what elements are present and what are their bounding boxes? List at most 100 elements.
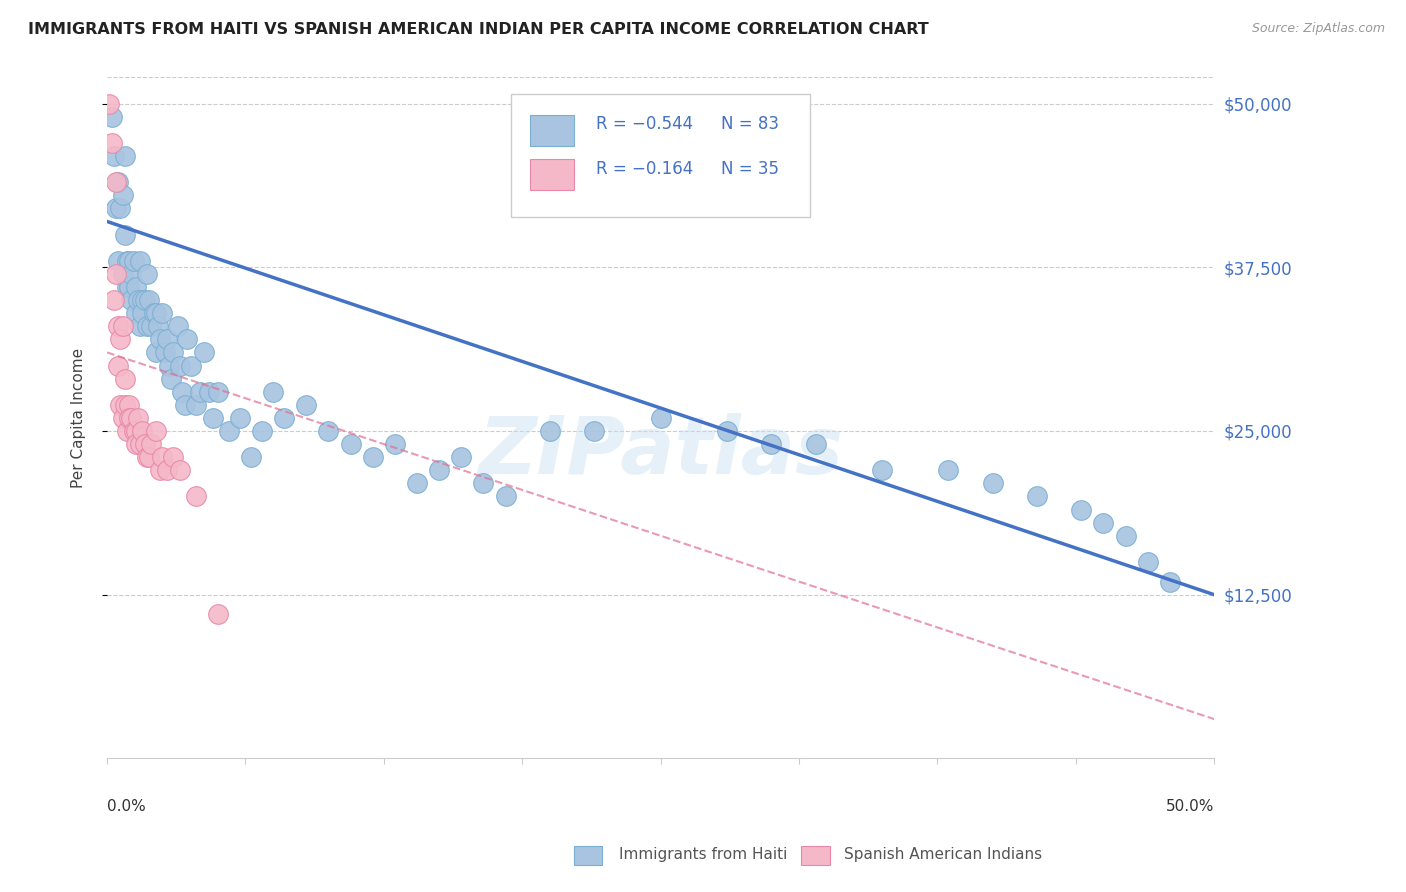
Point <box>127 410 149 425</box>
Point <box>188 384 211 399</box>
Point <box>167 319 190 334</box>
Point <box>157 359 180 373</box>
Point <box>273 410 295 425</box>
Text: R = −0.164: R = −0.164 <box>596 161 693 178</box>
Point <box>131 424 153 438</box>
Point <box>761 437 783 451</box>
Point <box>160 371 183 385</box>
Text: N = 83: N = 83 <box>721 115 779 133</box>
Bar <box>801 846 830 865</box>
Point <box>125 437 148 451</box>
Point <box>716 424 738 438</box>
Point <box>120 293 142 307</box>
Point <box>1115 529 1137 543</box>
Point <box>107 319 129 334</box>
Point <box>156 332 179 346</box>
Point <box>115 424 138 438</box>
Point <box>153 345 176 359</box>
Point <box>938 463 960 477</box>
Point <box>115 253 138 268</box>
Point <box>111 410 134 425</box>
Point <box>122 253 145 268</box>
Point <box>427 463 450 477</box>
Point <box>198 384 221 399</box>
Point <box>125 280 148 294</box>
Point <box>250 424 273 438</box>
Point <box>107 359 129 373</box>
Point <box>100 136 122 150</box>
Point <box>110 202 132 216</box>
Point <box>184 490 207 504</box>
Point <box>1159 574 1181 589</box>
Point <box>120 267 142 281</box>
Point <box>103 149 125 163</box>
Point <box>472 476 495 491</box>
Text: Spanish American Indians: Spanish American Indians <box>844 847 1042 862</box>
Point <box>100 110 122 124</box>
Point <box>1136 555 1159 569</box>
Point <box>129 253 152 268</box>
Text: 50.0%: 50.0% <box>1166 799 1215 814</box>
Point <box>107 253 129 268</box>
Point <box>145 424 167 438</box>
Point <box>110 398 132 412</box>
Point <box>162 345 184 359</box>
Point <box>111 319 134 334</box>
Point <box>131 293 153 307</box>
Point <box>295 398 318 412</box>
Point <box>152 450 174 465</box>
Point <box>152 306 174 320</box>
Point <box>111 188 134 202</box>
Point <box>114 149 136 163</box>
Point <box>104 267 127 281</box>
Point <box>169 463 191 477</box>
Point <box>169 359 191 373</box>
Text: R = −0.544: R = −0.544 <box>596 115 693 133</box>
Point <box>122 424 145 438</box>
Point <box>118 253 141 268</box>
Point <box>1092 516 1115 530</box>
Point <box>114 398 136 412</box>
Point <box>149 463 172 477</box>
Point <box>318 424 340 438</box>
Bar <box>530 115 574 145</box>
Point <box>134 293 156 307</box>
Text: Source: ZipAtlas.com: Source: ZipAtlas.com <box>1251 22 1385 36</box>
Point <box>981 476 1004 491</box>
Point <box>115 280 138 294</box>
Y-axis label: Per Capita Income: Per Capita Income <box>72 348 86 488</box>
Point <box>138 450 160 465</box>
Point <box>173 398 195 412</box>
Point <box>162 450 184 465</box>
Point <box>339 437 361 451</box>
Point <box>110 332 132 346</box>
Point <box>120 410 142 425</box>
Point <box>384 437 406 451</box>
Point <box>406 476 429 491</box>
Point <box>118 280 141 294</box>
Bar <box>530 159 574 190</box>
Point <box>218 424 240 438</box>
Point <box>495 490 517 504</box>
Point <box>118 398 141 412</box>
Point <box>146 319 169 334</box>
Point <box>114 227 136 242</box>
Text: N = 35: N = 35 <box>721 161 779 178</box>
Point <box>180 359 202 373</box>
Point <box>135 267 157 281</box>
Point <box>1070 502 1092 516</box>
Point <box>141 319 163 334</box>
Point <box>135 319 157 334</box>
Point <box>104 175 127 189</box>
Text: 0.0%: 0.0% <box>107 799 146 814</box>
Point <box>361 450 384 465</box>
Point <box>804 437 827 451</box>
Text: IMMIGRANTS FROM HAITI VS SPANISH AMERICAN INDIAN PER CAPITA INCOME CORRELATION C: IMMIGRANTS FROM HAITI VS SPANISH AMERICA… <box>28 22 929 37</box>
Point <box>193 345 215 359</box>
Point <box>262 384 284 399</box>
Point <box>229 410 252 425</box>
Point <box>98 96 121 111</box>
Text: Immigrants from Haiti: Immigrants from Haiti <box>619 847 787 862</box>
Point <box>118 410 141 425</box>
Point <box>650 410 672 425</box>
